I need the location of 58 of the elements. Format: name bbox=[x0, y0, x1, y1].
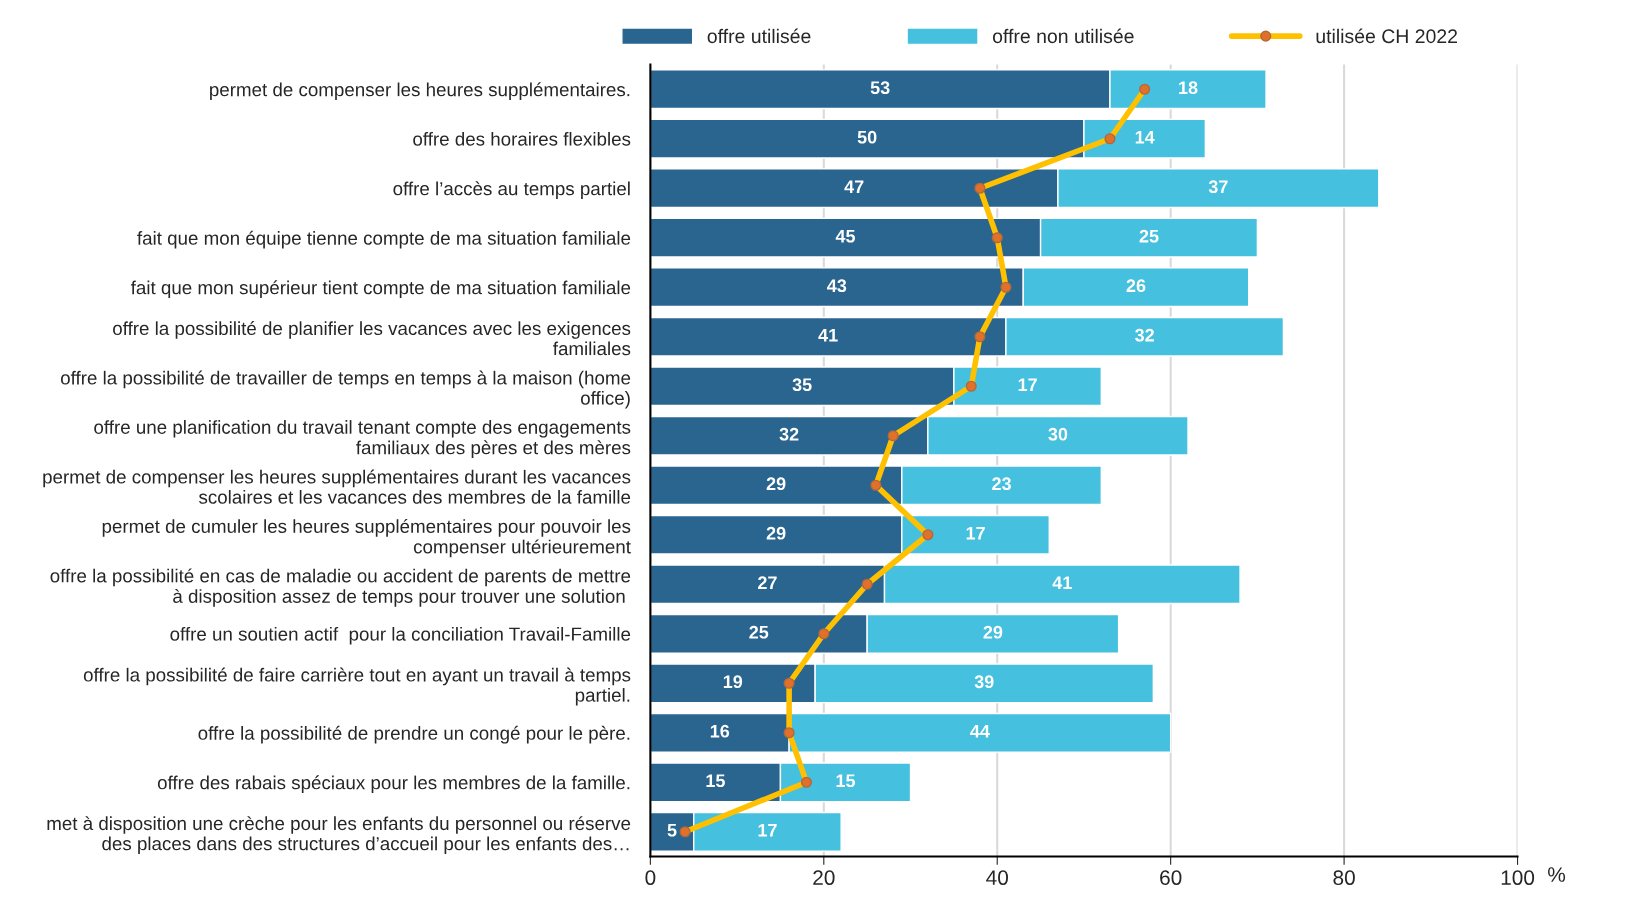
data-label: 25 bbox=[749, 625, 769, 639]
data-label: 23 bbox=[992, 477, 1011, 491]
y-tick-label: permet de compenser les heures supplémentaires durant les vacances scolaires et les vacances des membres de la famille bbox=[43, 469, 631, 504]
data-label: 15 bbox=[706, 774, 725, 788]
y-tick-label: offre des rabais spéciaux pour les membres de la famille. bbox=[157, 775, 630, 794]
data-label: 50 bbox=[857, 130, 877, 144]
data-label: 29 bbox=[766, 526, 786, 540]
data-label: 27 bbox=[758, 576, 777, 589]
data-label: 17 bbox=[758, 824, 777, 837]
data-label: 17 bbox=[1018, 378, 1037, 391]
data-label: 32 bbox=[779, 427, 799, 441]
legend-label: offre utilisée bbox=[707, 28, 811, 44]
data-label: 35 bbox=[792, 378, 812, 392]
data-label: 44 bbox=[970, 725, 990, 738]
y-tick-label: fait que mon supérieur tient compte de ma situation familiale bbox=[130, 280, 631, 299]
x-tick-label: 20 bbox=[813, 870, 835, 886]
data-label: 30 bbox=[1048, 427, 1068, 441]
y-tick-label: offre la possibilité de prendre un congé pour le père. bbox=[198, 725, 630, 744]
data-label: 5 bbox=[667, 824, 677, 837]
data-label: 53 bbox=[870, 81, 890, 95]
data-label: 41 bbox=[1052, 576, 1072, 589]
data-label: 47 bbox=[844, 180, 864, 193]
y-tick-label: offre la possibilité en cas de maladie ou accident de parents de mettre à disposition assez de temps pour trouver une solution bbox=[50, 568, 631, 607]
y-tick-label: offre un soutien actif pour la conciliation Travail-Famille bbox=[170, 626, 631, 645]
y-tick-label: offre la possibilité de planifier les vacances avec les exigences familiales bbox=[113, 321, 631, 356]
y-tick-label: offre la possibilité de faire carrière tout en ayant un travail à temps partiel. bbox=[83, 667, 631, 706]
legend-label: utilisée CH 2022 bbox=[1316, 28, 1457, 44]
data-label: 19 bbox=[723, 675, 743, 689]
data-label: 45 bbox=[835, 229, 856, 243]
data-label: 26 bbox=[1126, 279, 1146, 293]
y-tick-label: permet de compenser les heures supplémentaires. bbox=[210, 82, 630, 101]
x-tick-label: 40 bbox=[986, 870, 1009, 886]
x-tick-label: 80 bbox=[1333, 870, 1355, 886]
x-tick-label: 100 bbox=[1501, 870, 1535, 886]
y-tick-label: offre l’accès au temps partiel bbox=[393, 181, 630, 200]
data-label: 29 bbox=[766, 477, 786, 491]
y-tick-label: fait que mon équipe tienne compte de ma situation familiale bbox=[137, 230, 631, 249]
data-label: 16 bbox=[710, 724, 730, 738]
data-label: 43 bbox=[827, 279, 847, 293]
x-axis-title: % bbox=[1548, 867, 1566, 882]
x-tick-label: 60 bbox=[1160, 870, 1182, 886]
y-tick-label: offre des horaires flexibles bbox=[413, 131, 631, 146]
y-tick-label: met à disposition une crèche pour les enfants du personnel ou réserve des places dans des structures d’accueil pour les enfants des… bbox=[47, 816, 631, 855]
data-label: 39 bbox=[974, 675, 994, 689]
legend-label: offre non utilisée bbox=[992, 28, 1134, 44]
data-label: 17 bbox=[966, 527, 985, 540]
data-label: 15 bbox=[836, 774, 856, 788]
y-tick-label: offre une planification du travail tenant compte des engagements familiaux des pères et des mères bbox=[94, 420, 631, 459]
x-tick-label: 0 bbox=[645, 870, 656, 886]
y-tick-label: permet de cumuler les heures supplémentaires pour pouvoir les compenser ultérieurement bbox=[102, 519, 631, 558]
data-label: 25 bbox=[1139, 229, 1159, 243]
data-label: 37 bbox=[1208, 180, 1228, 194]
data-label: 32 bbox=[1135, 328, 1154, 342]
data-label: 18 bbox=[1179, 81, 1198, 95]
y-tick-label: offre la possibilité de travailler de temps en temps à la maison (home office) bbox=[60, 370, 631, 409]
data-label: 29 bbox=[983, 625, 1003, 639]
data-label: 41 bbox=[818, 328, 838, 342]
data-label: 14 bbox=[1135, 130, 1155, 144]
